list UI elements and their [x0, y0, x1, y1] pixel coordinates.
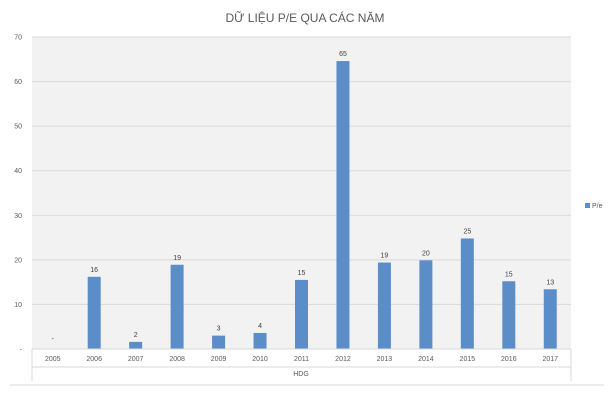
y-tick-label: 20 [14, 257, 22, 264]
bar [129, 341, 143, 349]
legend-label: P/e [592, 203, 603, 210]
y-tick-label: 70 [14, 35, 22, 42]
x-tick-label: 2007 [128, 356, 144, 363]
bar [419, 260, 433, 349]
data-label: 15 [505, 271, 513, 278]
y-tick-label: 40 [14, 168, 22, 175]
bar [212, 335, 226, 349]
data-label: 16 [90, 267, 98, 274]
legend-swatch [585, 203, 590, 208]
data-label: 15 [298, 270, 306, 277]
x-tick-label: 2016 [501, 356, 517, 363]
y-tick-label: - [20, 347, 23, 354]
data-label: 19 [381, 253, 389, 260]
chart-title: DỮ LIỆU P/E QUA CÁC NĂM [226, 10, 385, 25]
data-label: 20 [422, 250, 430, 257]
bar [543, 289, 557, 349]
data-label: 4 [258, 323, 262, 330]
x-axis: 2005 2006 2007 2008 2009 2010 2011 2012 2013 2014… [31, 348, 572, 381]
data-label: 65 [339, 51, 347, 58]
y-tick-label: 50 [14, 124, 22, 131]
x-tick-label: 2015 [460, 356, 476, 363]
x-group-label: HDG [293, 371, 309, 378]
bar [377, 262, 391, 349]
y-tick-label: 10 [14, 302, 22, 309]
bar [336, 61, 350, 349]
data-label: - [52, 336, 55, 343]
data-label: 2 [134, 332, 138, 339]
bar [87, 276, 101, 349]
x-tick-label: 2010 [252, 356, 268, 363]
data-label: 13 [546, 279, 554, 286]
y-axis-ticks: - 10 20 30 40 50 60 70 [14, 35, 22, 354]
x-tick-label: 2013 [377, 356, 393, 363]
data-labels: - 16 2 19 3 4 15 65 19 20 25 15 13 [52, 51, 555, 343]
bar [460, 238, 474, 349]
gridlines [32, 36, 571, 305]
bar [295, 279, 308, 349]
data-label: 25 [463, 228, 471, 235]
data-label: 19 [173, 255, 181, 262]
y-tick-label: 60 [14, 79, 22, 86]
x-tick-label: 2012 [335, 356, 351, 363]
bar [170, 264, 184, 349]
bars [87, 61, 557, 349]
x-tick-label: 2017 [542, 356, 558, 363]
legend: P/e [585, 203, 603, 210]
x-tick-label: 2014 [418, 356, 434, 363]
x-tick-label: 2005 [45, 356, 61, 363]
bar [253, 332, 267, 349]
x-tick-label: 2008 [169, 356, 185, 363]
x-tick-label: 2006 [86, 356, 102, 363]
data-label: 3 [217, 326, 221, 333]
y-tick-label: 30 [14, 213, 22, 220]
x-tick-label: 2009 [211, 356, 227, 363]
x-tick-label: 2011 [294, 356, 309, 363]
bar [502, 281, 516, 349]
